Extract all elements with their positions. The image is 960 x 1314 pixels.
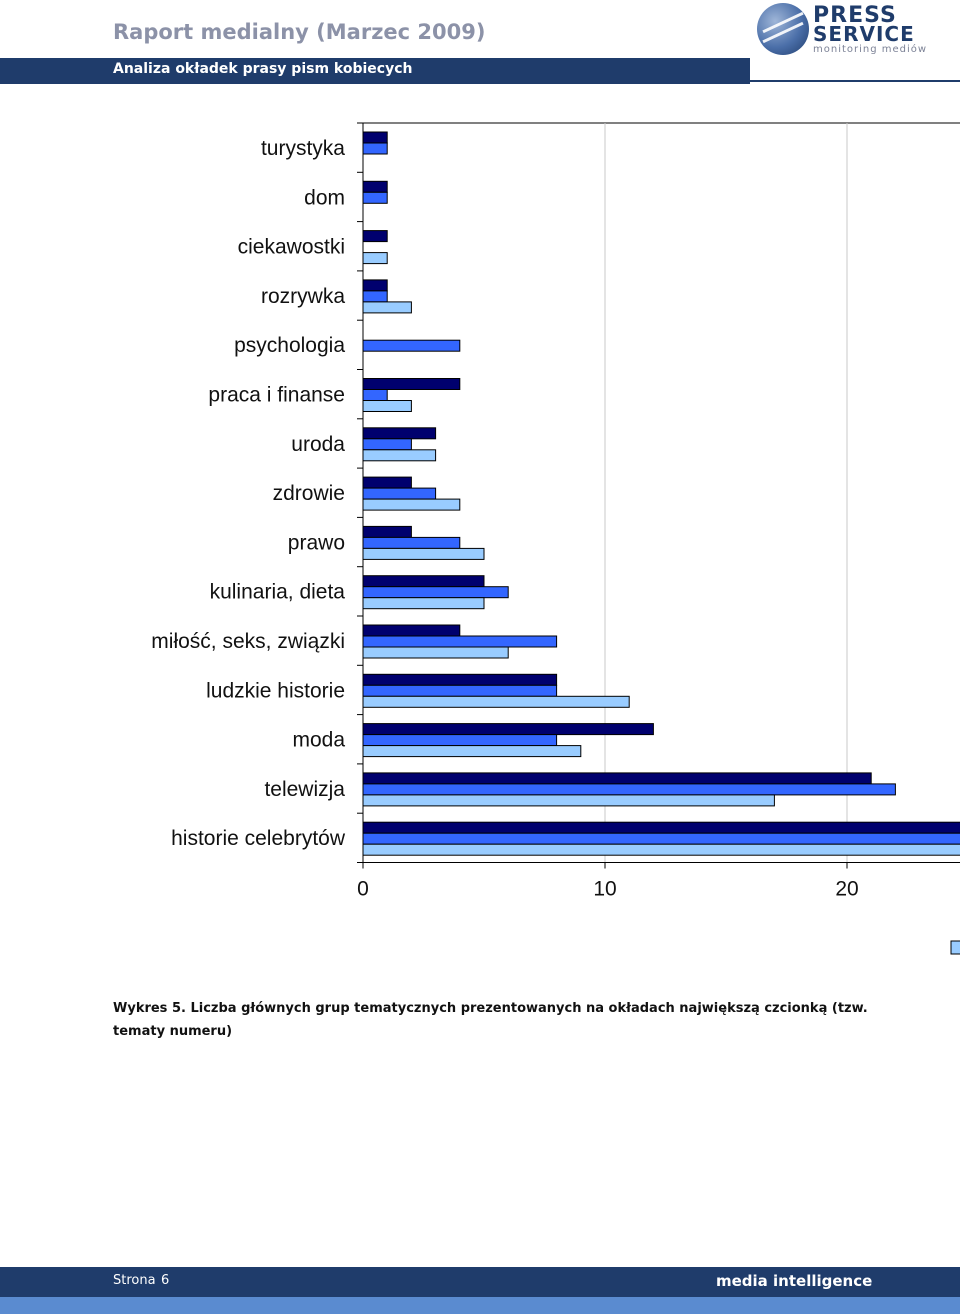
bar-series-2 <box>362 783 896 796</box>
x-tick-label: 10 <box>593 878 616 901</box>
bar-series-2 <box>362 684 558 697</box>
globe-icon <box>757 3 809 55</box>
category-label: turystyka <box>261 137 345 160</box>
footer-stripe <box>0 1297 960 1314</box>
bar-series-2 <box>362 191 388 204</box>
bar-series-3 <box>362 400 412 412</box>
topics-bar-chart: 0 10 20 turystyka dom ciekawostki rozrywka psy… <box>151 122 960 955</box>
category-label: zdrowie <box>273 482 345 505</box>
report-subtitle: Analiza okładek prasy pism kobiecych <box>113 61 413 77</box>
category-label: moda <box>292 729 345 752</box>
bar-series-1 <box>362 772 872 785</box>
logo-text-press: PRESS <box>813 3 897 28</box>
bar-series-3 <box>362 843 960 856</box>
category-label: kulinaria, dieta <box>210 581 346 604</box>
category-label: prawo <box>288 531 345 554</box>
bar-series-1 <box>362 230 388 243</box>
bar-series-3 <box>362 547 485 560</box>
bar-series-1 <box>362 180 388 193</box>
bar-series-1 <box>362 525 412 538</box>
category-label: praca i finanse <box>208 384 345 407</box>
bar-series-3 <box>362 597 485 610</box>
category-label: rozrywka <box>261 285 345 308</box>
bar-series-2 <box>362 290 388 303</box>
page-number: 6 <box>161 1273 170 1288</box>
footer-bar <box>0 1267 960 1297</box>
bar-series-2 <box>362 438 412 451</box>
bar-series-3 <box>362 498 461 511</box>
bar-series-2 <box>362 389 388 401</box>
bar-series-3 <box>362 695 630 708</box>
bar-series-1 <box>362 575 485 588</box>
header-divider <box>750 80 960 82</box>
bar-series-2 <box>362 832 960 845</box>
bar-series-1 <box>362 476 412 489</box>
figure-caption: Wykres 5. Liczba głównych grup tematyczn… <box>113 1001 868 1039</box>
bar-series-3 <box>362 449 437 462</box>
bar-series-3 <box>362 301 412 314</box>
bar-series-3 <box>362 252 388 265</box>
footer-brand: media intelligence <box>716 1272 873 1290</box>
header-bar <box>0 58 750 84</box>
category-label: psychologia <box>234 334 345 357</box>
bar-series-2 <box>362 586 509 599</box>
category-label: ludzkie historie <box>206 679 345 702</box>
bar-series-1 <box>362 723 654 736</box>
press-service-logo: PRESS SERVICE monitoring mediów <box>757 3 957 57</box>
report-title: Raport medialny (Marzec 2009) <box>113 20 486 44</box>
bar-series-1 <box>362 624 461 637</box>
bar-series-3 <box>362 794 775 807</box>
bar-series-2 <box>362 734 558 747</box>
page-label: Strona <box>113 1273 156 1288</box>
bar-series-1 <box>362 378 461 390</box>
category-label: uroda <box>291 433 345 456</box>
category-label: ciekawostki <box>238 236 345 259</box>
bar-series-3 <box>362 646 509 659</box>
bar-series-2 <box>362 339 461 352</box>
bar-series-1 <box>362 279 388 292</box>
bar-series-1 <box>362 131 388 144</box>
bar-series-3 <box>362 745 582 758</box>
category-label: dom <box>304 186 345 209</box>
logo-tagline: monitoring mediów <box>813 44 928 55</box>
bar-series-1 <box>362 821 960 834</box>
bar-series-2 <box>362 487 437 500</box>
category-label: telewizja <box>264 778 345 801</box>
x-tick-label: 20 <box>835 878 858 901</box>
bar-series-2 <box>362 635 558 648</box>
logo-text-service: SERVICE <box>813 22 915 46</box>
bar-series-1 <box>362 673 558 686</box>
x-tick-label: 0 <box>357 878 369 901</box>
bar-series-1 <box>362 427 437 440</box>
legend-swatch <box>950 940 960 955</box>
bar-series-2 <box>362 536 461 549</box>
category-label: miłość, seks, związki <box>151 630 345 653</box>
category-label: historie celebrytów <box>171 827 346 850</box>
bar-series-2 <box>362 142 388 155</box>
